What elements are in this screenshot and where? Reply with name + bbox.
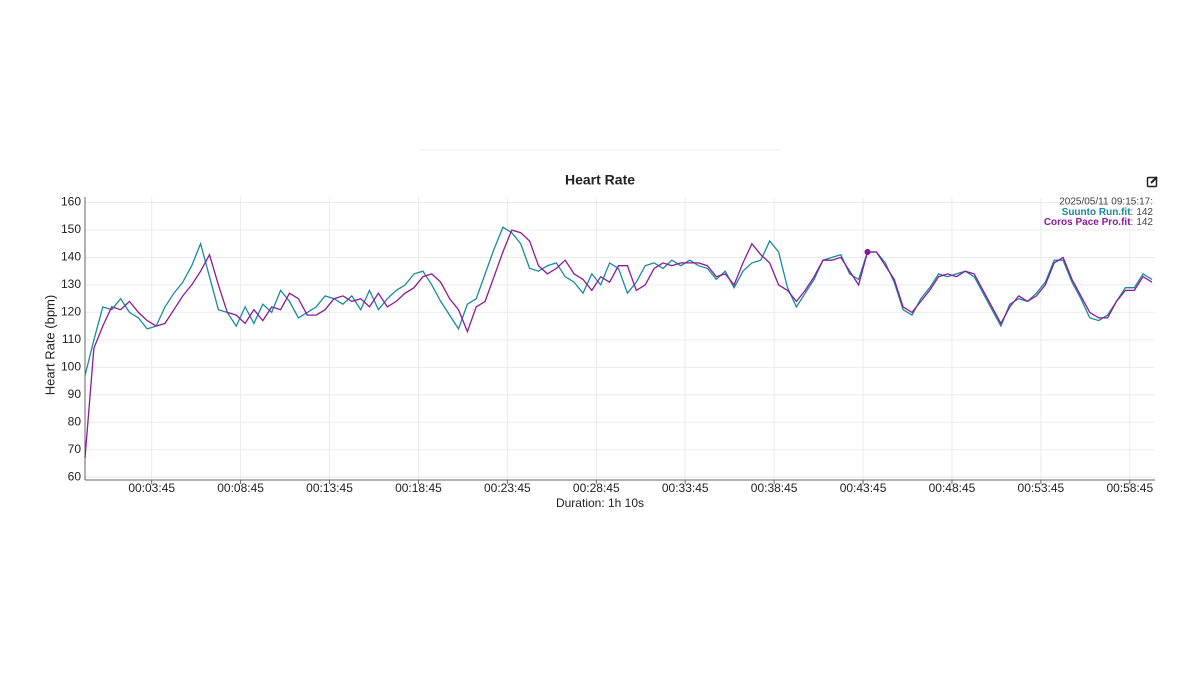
x-tick-label: 00:43:45 — [840, 481, 887, 495]
x-tick-label: 00:38:45 — [751, 481, 798, 495]
y-tick-label: 120 — [61, 305, 81, 319]
y-tick-label: 70 — [68, 442, 82, 456]
hover-dot — [864, 248, 871, 255]
x-axis-label: Duration: 1h 10s — [556, 496, 644, 510]
y-axis-label: Heart Rate (bpm) — [42, 295, 57, 395]
y-tick-label: 100 — [61, 360, 81, 374]
legend-name: Coros Pace Pro.fit — [1044, 217, 1131, 228]
legend-separator: : — [1131, 207, 1134, 218]
tooltip-entry: Coros Pace Pro.fit: 142 — [1044, 217, 1154, 228]
y-tick-label: 160 — [61, 195, 81, 209]
edit-icon[interactable] — [1146, 176, 1158, 188]
x-tick-label: 00:53:45 — [1018, 481, 1065, 495]
x-tick-label: 00:48:45 — [929, 481, 976, 495]
y-tick-label: 150 — [61, 222, 81, 236]
y-tick-label: 90 — [68, 387, 82, 401]
x-tick-label: 00:58:45 — [1106, 481, 1153, 495]
y-tick-label: 110 — [62, 332, 81, 346]
chart-title: Heart Rate — [565, 172, 635, 188]
y-tick-label: 80 — [68, 414, 82, 428]
x-tick-label: 00:08:45 — [217, 481, 264, 495]
x-tick-label: 00:03:45 — [128, 481, 175, 495]
y-tick-label: 60 — [68, 469, 82, 483]
legend-name: Suunto Run.fit — [1062, 207, 1132, 218]
series-line — [84, 226, 1153, 376]
x-tick-label: 00:33:45 — [662, 481, 709, 495]
tooltip-time: 2025/05/11 09:15:17: — [1059, 197, 1153, 208]
tooltip-value: 142 — [1136, 207, 1153, 218]
y-tick-label: 130 — [61, 277, 81, 291]
legend-separator: : — [1131, 217, 1134, 228]
x-tick-label: 00:18:45 — [395, 481, 442, 495]
y-tick-label: 140 — [61, 250, 81, 264]
x-tick-label: 00:13:45 — [306, 481, 353, 495]
tooltip-entry: Suunto Run.fit: 142 — [1062, 207, 1154, 218]
x-tick-label: 00:23:45 — [484, 481, 531, 495]
tooltip-value: 142 — [1136, 217, 1153, 228]
series-line — [84, 229, 1153, 459]
x-tick-label: 00:28:45 — [573, 481, 620, 495]
